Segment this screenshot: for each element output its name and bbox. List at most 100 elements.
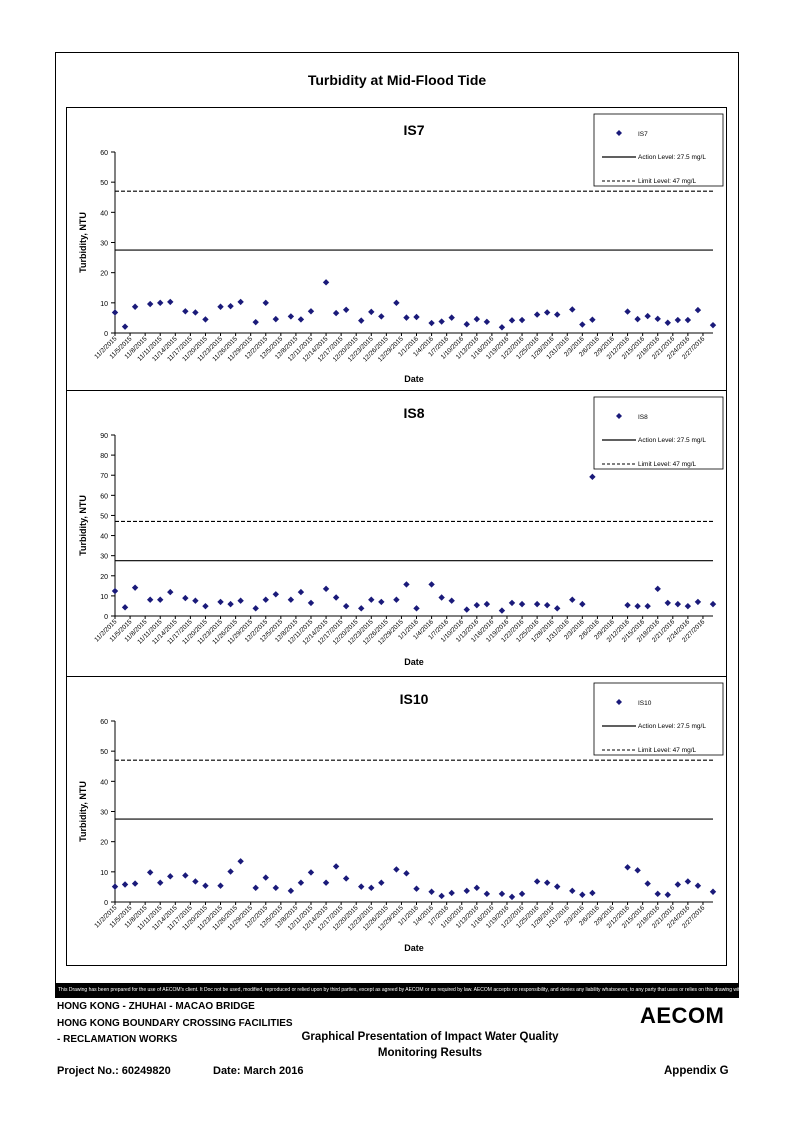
drawing-subject-line1: Graphical Presentation of Impact Water Q…	[301, 1031, 559, 1043]
y-tick-label: 50	[100, 180, 108, 187]
y-tick-label: 10	[100, 301, 108, 308]
data-point	[664, 891, 671, 898]
data-point	[393, 299, 400, 307]
data-point	[634, 867, 641, 874]
legend-box	[593, 682, 724, 756]
data-point	[322, 279, 330, 286]
data-point	[554, 311, 561, 318]
data-point	[378, 598, 385, 606]
data-point	[237, 597, 244, 604]
data-point	[554, 883, 561, 890]
data-point	[202, 316, 209, 323]
legend-limit-label: Limit Level: 47 mg/L	[638, 178, 697, 185]
legend-limit-label: Limit Level: 47 mg/L	[638, 747, 697, 754]
data-point	[709, 600, 717, 608]
data-point	[146, 596, 154, 603]
title-block-line3: - RECLAMATION WORKS	[57, 1034, 178, 1045]
data-point	[227, 600, 234, 608]
data-point	[543, 879, 551, 886]
y-tick-label: 60	[100, 493, 108, 500]
data-point	[694, 598, 702, 606]
y-tick-label: 10	[100, 870, 108, 877]
data-point	[111, 309, 119, 316]
data-point	[674, 316, 682, 324]
data-point	[624, 308, 631, 315]
data-point	[111, 587, 119, 595]
data-point	[262, 874, 269, 881]
data-point	[403, 581, 410, 588]
data-point	[684, 602, 692, 610]
data-point	[413, 605, 420, 612]
x-axis-title: Date	[404, 657, 424, 667]
data-point	[157, 596, 164, 603]
data-point	[448, 889, 455, 897]
y-tick-label: 60	[100, 719, 108, 726]
y-tick-label: 40	[100, 210, 108, 217]
data-point	[322, 585, 330, 593]
data-point	[624, 864, 631, 871]
data-point	[674, 881, 682, 888]
data-point	[121, 604, 129, 611]
y-tick-label: 40	[100, 534, 108, 541]
data-point	[217, 882, 224, 889]
data-point	[428, 888, 435, 895]
data-point	[694, 306, 702, 314]
data-point	[483, 318, 491, 326]
data-point	[694, 882, 702, 889]
data-point	[192, 878, 199, 885]
chart-is7: IS7010203040506011/2/201511/5/201511/8/2…	[78, 113, 724, 384]
data-point	[654, 585, 661, 593]
data-point	[463, 321, 470, 328]
data-point	[498, 890, 506, 898]
y-tick-label: 70	[100, 473, 108, 480]
data-point	[287, 887, 295, 895]
data-point	[393, 866, 400, 873]
data-point	[569, 887, 576, 895]
data-point	[589, 316, 596, 323]
data-point	[332, 594, 340, 601]
y-tick-label: 40	[100, 779, 108, 786]
data-point	[664, 319, 671, 326]
data-point	[448, 314, 455, 321]
data-point	[167, 588, 174, 596]
data-point	[428, 581, 435, 588]
data-point	[157, 879, 164, 886]
data-point	[438, 594, 445, 601]
data-point	[684, 316, 692, 324]
x-axis-title: Date	[404, 943, 424, 953]
legend-series-label: IS8	[638, 414, 648, 421]
data-point	[272, 884, 280, 892]
data-point	[111, 883, 119, 890]
drawing-date: Date: March 2016	[213, 1065, 304, 1077]
legend-box	[593, 396, 724, 470]
x-axis-title: Date	[404, 374, 424, 384]
y-tick-label: 20	[100, 840, 108, 847]
data-point	[131, 880, 139, 887]
data-point	[342, 875, 350, 882]
chart-title: IS10	[400, 691, 429, 707]
chart-panel-is10: IS10 0 10 20 30 40 50 60 11/2/2015 11/5/2015 11/8/…	[67, 676, 726, 963]
y-tick-label: 60	[100, 150, 108, 157]
y-tick-label: 10	[100, 594, 108, 601]
data-point	[533, 600, 541, 608]
data-point	[508, 317, 516, 324]
data-point	[202, 882, 209, 889]
data-point	[368, 884, 375, 892]
y-tick-label: 30	[100, 554, 108, 561]
y-tick-label: 90	[100, 433, 108, 440]
data-point	[413, 885, 420, 892]
data-point	[368, 308, 375, 316]
data-point	[508, 599, 516, 607]
data-point	[483, 890, 491, 898]
data-point	[146, 300, 154, 308]
y-tick-label: 20	[100, 574, 108, 581]
data-point	[533, 311, 541, 318]
data-point	[192, 309, 199, 316]
data-point	[508, 893, 516, 901]
data-point	[167, 873, 174, 880]
data-point	[498, 324, 506, 331]
data-point	[378, 313, 385, 320]
legend-limit-label: Limit Level: 47 mg/L	[638, 461, 697, 468]
data-point	[297, 316, 305, 323]
chart-title: IS8	[403, 405, 424, 421]
